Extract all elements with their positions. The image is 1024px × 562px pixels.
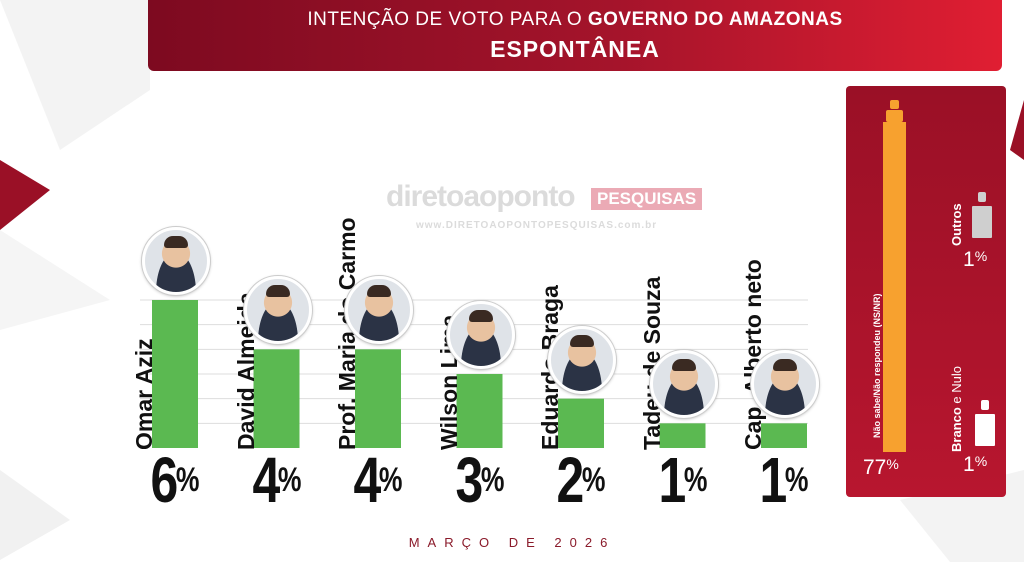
ballot-box-icon [972, 192, 992, 238]
candidate-label: Eduardo Braga [537, 285, 563, 450]
bar-5 [558, 398, 604, 448]
value-label: 3% [454, 444, 504, 516]
outros-label: Outros [949, 203, 964, 246]
bar-2 [253, 349, 300, 448]
value-label: 1% [759, 444, 809, 516]
bar-7 [761, 423, 807, 448]
header-banner: INTENÇÃO DE VOTO PARA O GOVERNO DO AMAZO… [148, 0, 1002, 71]
watermark-brand-tag: PESQUISAS [591, 188, 703, 210]
footer-date: MARÇO DE 2026 [408, 535, 616, 550]
watermark-site: www.DIRETOAOPONTOPESQUISAS.com.br [416, 220, 658, 231]
value-label: 1% [657, 444, 707, 516]
ballot-box-icon [975, 400, 995, 446]
ns-nr-label: Não sabe/Não respondeu (NS/NR) [872, 293, 882, 438]
side-panel: Não sabe/Não respondeu (NS/NR) 77% Outro… [846, 86, 1006, 497]
bar-1 [152, 300, 198, 448]
bar-4 [456, 374, 503, 448]
value-label: 4% [251, 444, 301, 516]
bar-3 [355, 349, 401, 448]
branco-nulo-value: 1% [963, 453, 988, 476]
candidate-photo [446, 301, 515, 369]
header-subtitle: ESPONTÂNEA [490, 36, 660, 62]
candidate-photo [243, 276, 312, 345]
value-label: 2% [556, 444, 606, 516]
watermark-logo: diretoaoponto PESQUISAS www.DIRETOAOPONT… [386, 180, 716, 240]
ballot-icon [886, 100, 903, 122]
candidate-label: Wilson Lima [435, 314, 462, 450]
candidate-photo [649, 350, 718, 419]
header-title: INTENÇÃO DE VOTO PARA O GOVERNO DO AMAZO… [307, 9, 843, 30]
branco-nulo-label: Branco e Nulo [949, 366, 964, 452]
candidate-label: Omar Aziz [131, 338, 157, 450]
value-label: 6% [150, 444, 200, 516]
candidate-photo [548, 325, 616, 394]
candidate-photo [345, 276, 413, 345]
bar-6 [659, 423, 706, 448]
outros-value: 1% [963, 248, 988, 271]
ns-nr-bar [883, 122, 906, 452]
ns-nr-value: 77% [863, 456, 899, 479]
value-label: 4% [353, 444, 403, 516]
watermark-brand: diretoaoponto [386, 180, 576, 213]
candidate-photo [751, 350, 819, 419]
candidate-photo [142, 227, 210, 295]
